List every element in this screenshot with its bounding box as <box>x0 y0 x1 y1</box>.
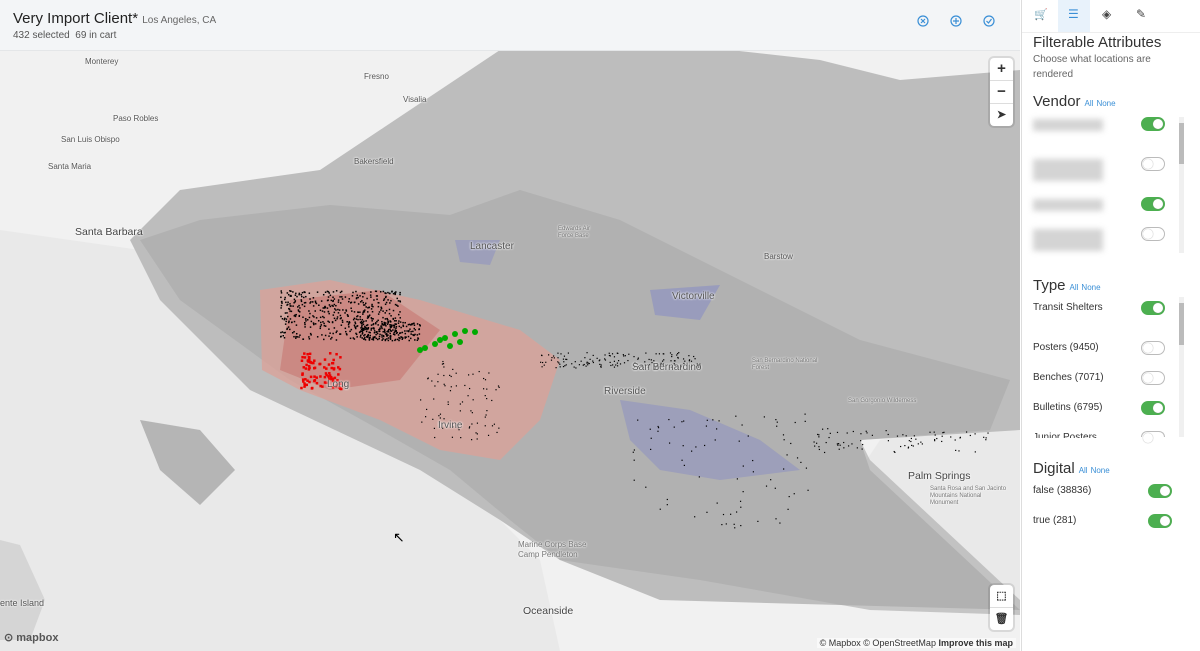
trash[interactable]: 🗑 <box>994 613 1009 625</box>
map-label: Oceanside <box>523 605 574 617</box>
header-actions <box>917 15 995 27</box>
select-all[interactable]: All <box>1069 283 1079 292</box>
map-label: Victorville <box>672 291 715 302</box>
digital-label: true (281) <box>1033 515 1077 526</box>
map-label: San Bernardino National Forest <box>752 358 818 371</box>
select-none[interactable]: None <box>1081 283 1101 292</box>
tools-tab[interactable]: ✎ <box>1136 7 1147 21</box>
select-all[interactable]: All <box>1078 466 1088 475</box>
vendor-toggle[interactable] <box>1141 197 1165 211</box>
map-label: Lancaster <box>470 241 514 252</box>
map-label: San Luis Obispo <box>61 135 120 144</box>
heading-text: Digital <box>1033 460 1075 477</box>
digital-toggle[interactable] <box>1148 484 1172 498</box>
location: Los Angeles, CA <box>142 15 217 26</box>
map-label: Santa Maria <box>48 162 92 171</box>
map-label: Santa Barbara <box>75 226 143 238</box>
type-toggle[interactable] <box>1141 301 1165 315</box>
vendor-toggle[interactable] <box>1141 227 1165 241</box>
map-label: Monterey <box>85 57 119 66</box>
map-label: Santa Rosa and San Jacinto Mountains Nat… <box>930 486 1007 506</box>
map-label: Irvine <box>438 420 463 431</box>
type-label: Benches (7071) <box>1033 372 1104 383</box>
select-none[interactable]: None <box>1096 99 1116 108</box>
type-toggle[interactable] <box>1141 431 1165 443</box>
draw-controls: ⬚ 🗑 <box>990 585 1013 630</box>
cursor: ↖ <box>393 529 405 545</box>
map-label: Palm Springs <box>908 470 971 482</box>
map-label: Visalia <box>403 95 427 104</box>
blurred-vendor <box>1033 229 1103 251</box>
compass[interactable]: ➤ <box>996 109 1007 121</box>
type-toggle[interactable] <box>1141 341 1165 355</box>
blurred-vendor <box>1033 119 1103 131</box>
sidebar-subtitle: Choose what locations are rendered <box>1033 54 1151 80</box>
select-all[interactable]: All <box>1084 99 1094 108</box>
map-label: Bakersfield <box>354 157 394 166</box>
zoom-controls: + − ➤ <box>990 58 1013 126</box>
scroll-thumb <box>1179 303 1184 345</box>
selected-count: 432 selected <box>13 30 70 41</box>
digital-toggle[interactable] <box>1148 514 1172 528</box>
section-heading: Type All None <box>1033 277 1101 294</box>
scrollbar <box>1179 297 1184 437</box>
scrollbar <box>1179 117 1184 253</box>
map-label: Riverside <box>604 386 646 397</box>
map-label: Marine Corps Base Camp Pendleton <box>518 540 587 559</box>
improve-link[interactable]: Improve this map <box>938 638 1013 648</box>
blurred-vendor <box>1033 159 1103 181</box>
attribution: © Mapbox © OpenStreetMap Improve this ma… <box>816 638 1016 648</box>
logo-text: mapbox <box>16 632 59 644</box>
client-title: Very Import Client* Los Angeles, CA <box>13 10 216 27</box>
section-heading: Vendor All None <box>1033 93 1116 110</box>
map[interactable]: Santa Barbara Lancaster Victorville San … <box>0 0 1020 651</box>
map-label: Fresno <box>364 72 389 81</box>
scroll-thumb <box>1179 123 1184 164</box>
map-label: ente Island <box>0 598 45 608</box>
zoom-out[interactable]: − <box>990 81 1013 104</box>
digital-label: false (38836) <box>1033 485 1092 496</box>
heading-text: Vendor <box>1033 93 1081 110</box>
title: Very Import Client* <box>13 10 139 27</box>
cart-tab[interactable]: 🛒 <box>1034 9 1048 21</box>
blurred-vendor <box>1033 199 1103 211</box>
type-label: Posters (9450) <box>1033 342 1099 353</box>
confirm-button[interactable] <box>983 15 995 27</box>
map-label: Paso Robles <box>113 114 159 123</box>
mapbox-logo[interactable]: ⊙ mapbox <box>4 632 59 644</box>
heading-text: Type <box>1033 277 1066 294</box>
type-label: Transit Shelters <box>1033 302 1103 313</box>
add-button[interactable] <box>950 15 962 27</box>
attribution-text: © Mapbox © OpenStreetMap <box>819 638 936 648</box>
map-label: San Bernardino <box>632 362 702 373</box>
cart-count: 69 in cart <box>75 30 117 41</box>
map-label: San Gorgonio Wilderness <box>848 398 917 404</box>
type-label: Bulletins (6795) <box>1033 402 1103 413</box>
map-label: Barstow <box>764 252 793 261</box>
select-none[interactable]: None <box>1090 466 1110 475</box>
tab-bar: 🛒 ☰ ◈ ✎ <box>1022 0 1200 33</box>
vendor-toggle[interactable] <box>1141 157 1165 171</box>
map-canvas <box>0 0 1020 651</box>
tab-active-bg <box>1058 0 1090 32</box>
zoom-in[interactable]: + <box>990 58 1013 81</box>
status: 432 selected 69 in cart <box>13 30 116 41</box>
type-toggle[interactable] <box>1141 401 1165 415</box>
map-label: Long <box>327 379 350 390</box>
draw-polygon[interactable]: ⬚ <box>990 585 1013 608</box>
type-toggle[interactable] <box>1141 371 1165 385</box>
map-label: Edwards Air Force Base <box>558 226 591 239</box>
sidebar: 🛒 ☰ ◈ ✎ Filterable Attributes Choose wha… <box>1021 0 1200 651</box>
header: Very Import Client* Los Angeles, CA 432 … <box>0 0 1020 51</box>
section-heading: Digital All None <box>1033 460 1110 477</box>
vendor-toggle[interactable] <box>1141 117 1165 131</box>
sidebar-title: Filterable Attributes <box>1033 34 1162 51</box>
type-label: Junior Posters <box>1033 432 1097 438</box>
clear-button[interactable] <box>917 15 929 27</box>
filter-tab[interactable]: ☰ <box>1068 7 1079 21</box>
layers-tab[interactable]: ◈ <box>1102 7 1112 21</box>
